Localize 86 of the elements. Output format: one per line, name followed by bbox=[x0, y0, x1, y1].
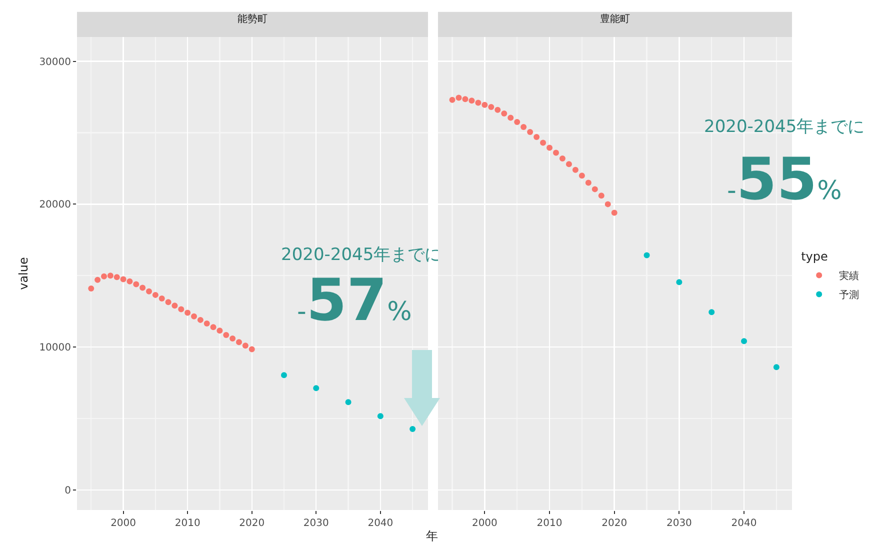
point bbox=[172, 302, 178, 309]
point bbox=[377, 413, 384, 420]
point bbox=[592, 186, 598, 192]
point bbox=[676, 279, 682, 286]
point bbox=[708, 309, 715, 316]
x-tick-label: 2010 bbox=[174, 518, 200, 529]
point bbox=[604, 201, 611, 208]
point bbox=[741, 338, 748, 344]
point bbox=[165, 299, 172, 306]
point bbox=[223, 332, 230, 338]
x-tick-label: 2030 bbox=[666, 518, 692, 529]
point bbox=[313, 385, 320, 392]
point bbox=[501, 110, 508, 116]
legend-title: type bbox=[801, 250, 828, 264]
point bbox=[94, 276, 101, 283]
point bbox=[534, 134, 540, 140]
x-tick-label: 2040 bbox=[368, 518, 394, 529]
point bbox=[410, 426, 416, 432]
y-tick-label: 10000 bbox=[39, 342, 71, 354]
point bbox=[204, 320, 210, 327]
point bbox=[578, 172, 585, 179]
point bbox=[514, 119, 520, 126]
point bbox=[210, 324, 216, 330]
x-tick-label: 2020 bbox=[602, 518, 628, 529]
point bbox=[281, 372, 287, 378]
annotation: -55% bbox=[727, 145, 842, 213]
point bbox=[120, 276, 126, 282]
point bbox=[566, 161, 572, 168]
point bbox=[773, 364, 780, 370]
x-tick-label: 2000 bbox=[472, 518, 498, 529]
point bbox=[216, 328, 223, 334]
point bbox=[611, 210, 618, 216]
point bbox=[585, 180, 592, 186]
y-tick-label: 0 bbox=[64, 485, 71, 496]
point bbox=[178, 306, 184, 312]
point bbox=[230, 336, 236, 342]
point bbox=[475, 100, 482, 106]
point bbox=[248, 346, 255, 352]
point bbox=[140, 284, 146, 291]
chart-title: 能勢町 bbox=[238, 13, 268, 25]
x-tick-label: 2020 bbox=[239, 518, 265, 529]
point bbox=[88, 286, 94, 292]
point bbox=[553, 150, 559, 156]
point bbox=[598, 192, 604, 199]
point bbox=[133, 281, 140, 288]
point bbox=[644, 252, 650, 258]
point bbox=[488, 104, 494, 110]
y-axis-title: value bbox=[16, 257, 30, 290]
point bbox=[191, 313, 197, 320]
point bbox=[184, 310, 191, 316]
y-tick-label: 30000 bbox=[39, 56, 71, 68]
point bbox=[508, 114, 514, 121]
point bbox=[520, 124, 527, 130]
x-tick-label: 2010 bbox=[536, 518, 562, 529]
point bbox=[482, 102, 488, 108]
point bbox=[540, 140, 546, 146]
x-axis-title: 年 bbox=[425, 528, 439, 545]
point bbox=[101, 273, 107, 280]
point bbox=[449, 96, 456, 103]
legend-label: 予測 bbox=[839, 289, 860, 302]
point bbox=[146, 288, 152, 294]
point bbox=[468, 98, 475, 104]
point bbox=[126, 278, 133, 284]
x-tick-label: 2000 bbox=[110, 518, 136, 529]
point bbox=[527, 129, 534, 136]
point bbox=[494, 106, 501, 113]
point bbox=[572, 166, 578, 173]
point bbox=[462, 96, 468, 102]
point bbox=[345, 399, 352, 406]
point bbox=[197, 316, 204, 323]
point bbox=[107, 272, 114, 279]
point bbox=[152, 292, 158, 298]
point bbox=[456, 94, 462, 101]
chart-title: 豊能町 bbox=[600, 13, 630, 25]
point bbox=[158, 296, 165, 302]
y-tick-label: 20000 bbox=[39, 200, 71, 211]
x-tick-label: 2030 bbox=[303, 518, 329, 529]
point bbox=[236, 339, 242, 346]
point bbox=[242, 342, 248, 349]
legend-label: 実績 bbox=[839, 270, 860, 282]
point bbox=[114, 274, 120, 280]
x-tick-label: 2040 bbox=[731, 518, 757, 529]
annotation: 2020-2045年までに bbox=[704, 117, 865, 137]
annotation: -57% bbox=[297, 266, 412, 334]
point bbox=[546, 144, 553, 151]
point bbox=[559, 155, 566, 162]
